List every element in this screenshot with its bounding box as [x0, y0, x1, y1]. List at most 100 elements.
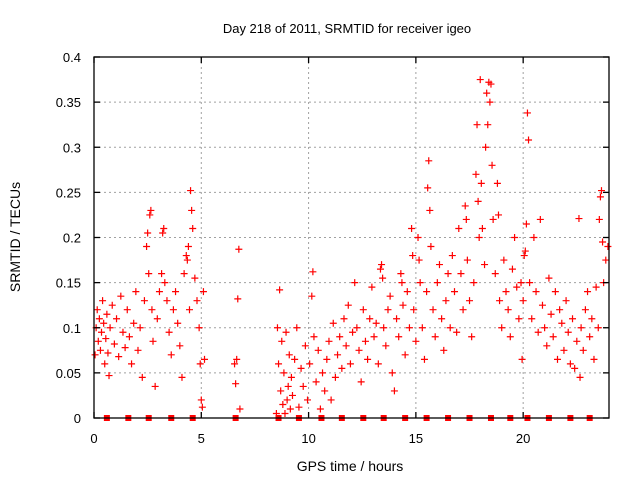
data-point	[474, 197, 482, 205]
data-point	[287, 373, 295, 381]
data-point	[597, 187, 605, 195]
data-point	[169, 306, 177, 314]
data-point	[334, 351, 342, 359]
y-tick-label: 0.1	[63, 321, 81, 336]
data-point	[376, 265, 384, 273]
data-point	[125, 333, 133, 341]
data-point	[446, 324, 454, 332]
data-point	[579, 346, 587, 354]
data-point	[415, 256, 423, 264]
y-tick-label: 0.05	[56, 366, 81, 381]
data-point	[370, 333, 378, 341]
y-tick-label: 0.25	[56, 185, 81, 200]
data-point	[472, 170, 480, 178]
data-point	[489, 215, 497, 223]
data-point	[513, 283, 521, 291]
data-point	[416, 279, 424, 287]
data-point	[184, 243, 192, 251]
data-point	[477, 179, 485, 187]
data-point	[470, 279, 478, 287]
data-point	[143, 243, 151, 251]
data-point	[187, 187, 195, 195]
data-point	[408, 224, 416, 232]
data-point	[528, 315, 536, 323]
data-point	[144, 229, 152, 237]
data-point	[195, 324, 203, 332]
data-point	[91, 351, 99, 359]
data-point	[478, 224, 486, 232]
data-point	[285, 351, 293, 359]
data-point	[384, 306, 392, 314]
data-point	[410, 306, 418, 314]
data-point	[174, 319, 182, 327]
data-point	[435, 261, 443, 269]
data-point	[349, 328, 357, 336]
data-point	[515, 315, 523, 323]
data-point	[491, 270, 499, 278]
y-tick-label: 0.4	[63, 50, 81, 65]
data-point	[146, 211, 154, 219]
data-point	[538, 301, 546, 309]
data-point	[189, 224, 197, 232]
data-point	[297, 364, 305, 372]
data-point	[409, 252, 417, 260]
data-point	[291, 355, 299, 363]
data-point	[577, 324, 585, 332]
data-point	[504, 306, 512, 314]
data-point	[525, 136, 533, 144]
data-point	[312, 378, 320, 386]
y-tick-label: 0.15	[56, 276, 81, 291]
data-point	[275, 360, 283, 368]
data-point	[424, 184, 432, 192]
data-point	[423, 288, 431, 296]
data-point	[288, 391, 296, 399]
data-point	[284, 382, 292, 390]
data-point	[448, 252, 456, 260]
data-point	[94, 337, 102, 345]
data-point	[484, 121, 492, 129]
data-point	[549, 333, 557, 341]
data-point	[398, 279, 406, 287]
data-point	[518, 355, 526, 363]
data-point	[493, 179, 501, 187]
data-point	[595, 215, 603, 223]
y-axis-label: SRMTID / TECUs	[7, 182, 23, 292]
x-tick-label: 10	[301, 431, 315, 446]
data-point	[496, 297, 504, 305]
data-point	[604, 243, 612, 251]
data-point	[299, 382, 307, 390]
data-point	[520, 252, 528, 260]
data-point	[551, 288, 559, 296]
data-point	[104, 349, 112, 357]
data-point	[327, 396, 335, 404]
data-point	[442, 297, 450, 305]
data-point	[178, 373, 186, 381]
data-point	[100, 319, 108, 327]
data-point	[353, 324, 361, 332]
data-point	[401, 351, 409, 359]
data-point	[148, 306, 156, 314]
data-point	[295, 403, 303, 411]
data-point	[466, 297, 474, 305]
y-tick-label: 0.35	[56, 95, 81, 110]
data-point	[588, 315, 596, 323]
y-tick-label: 0.2	[63, 231, 81, 246]
data-point	[462, 215, 470, 223]
data-point	[344, 301, 352, 309]
data-point	[508, 265, 516, 273]
data-point	[314, 346, 322, 354]
data-point	[536, 215, 544, 223]
data-point	[488, 161, 496, 169]
x-tick-label: 20	[516, 431, 530, 446]
data-point	[101, 360, 109, 368]
x-tick-label: 5	[198, 431, 205, 446]
data-point	[140, 297, 148, 305]
data-point	[180, 270, 188, 278]
data-point	[502, 288, 510, 296]
data-point	[368, 283, 376, 291]
data-point	[599, 238, 607, 246]
data-point	[481, 261, 489, 269]
data-point	[185, 306, 193, 314]
data-point	[329, 319, 337, 327]
data-point	[340, 315, 348, 323]
